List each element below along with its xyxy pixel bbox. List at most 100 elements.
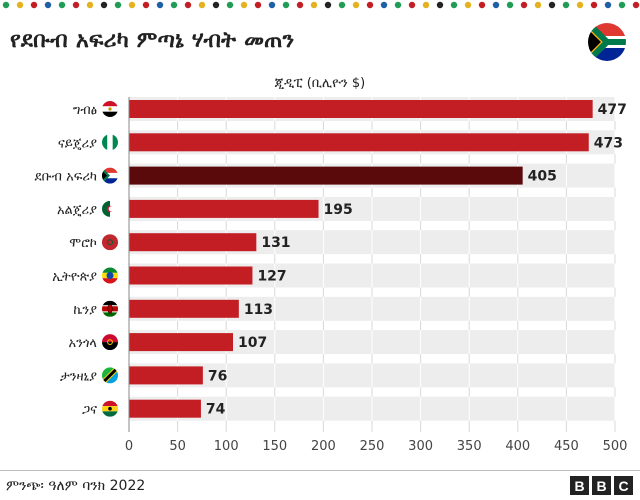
decorative-dot <box>58 1 66 9</box>
decorative-dot <box>324 1 332 9</box>
decorative-dot <box>534 1 542 9</box>
ethiopia-flag-icon <box>102 267 118 284</box>
decorative-dot <box>282 1 290 9</box>
decorative-dot <box>30 1 38 9</box>
tanzania-flag-icon <box>102 367 118 384</box>
decorative-dot <box>296 1 304 9</box>
x-tick-label: 450 <box>554 439 579 454</box>
decorative-dot <box>464 1 472 9</box>
bar <box>129 366 203 385</box>
decorative-dot <box>170 1 178 9</box>
bar-chart: ጂዲፒ (ቢሊዮን $) 477 ግብፅ 473 ናይጄሪያ 405 ደቡብ አፍሪካ 195… <box>35 76 628 454</box>
algeria-flag-icon <box>102 200 118 217</box>
bar-value-label: 473 <box>594 135 623 151</box>
x-tick-label: 300 <box>408 439 433 454</box>
decorative-dot <box>506 1 514 9</box>
bar-value-label: 107 <box>238 335 267 351</box>
decorative-dot-strip <box>2 1 640 9</box>
decorative-dot <box>198 1 206 9</box>
decorative-dot <box>142 1 150 9</box>
decorative-dot <box>114 1 122 9</box>
decorative-dot <box>240 1 248 9</box>
bar <box>129 299 239 318</box>
source-note: ምንጭ፡ ዓለም ባንክ 2022 <box>6 478 146 494</box>
decorative-dot <box>268 1 276 9</box>
bar-value-label: 131 <box>261 235 290 251</box>
x-tick-label: 50 <box>169 439 186 454</box>
kenya-flag-icon <box>102 300 118 317</box>
category-label: ግብፅ <box>73 103 97 118</box>
decorative-dot <box>450 1 458 9</box>
decorative-dot <box>380 1 388 9</box>
decorative-dot <box>44 1 52 9</box>
x-tick-label: 350 <box>457 439 482 454</box>
nigeria-flag-icon <box>102 134 118 151</box>
morocco-flag-icon <box>102 234 118 251</box>
page-title: የደቡብ አፍሪካ ምጣኔ ሃብት መጠን <box>10 28 295 53</box>
category-label: አልጄሪያ <box>57 203 97 218</box>
bar <box>129 199 319 218</box>
category-label: አንጎላ <box>69 336 98 351</box>
category-label: ሞሮኮ <box>69 236 97 251</box>
category-label: ደቡብ አፍሪካ <box>35 170 97 185</box>
decorative-dot <box>352 1 360 9</box>
category-label: ናይጄሪያ <box>58 136 97 151</box>
decorative-dot <box>2 1 10 9</box>
bar-value-label: 405 <box>528 169 557 185</box>
footer-divider <box>0 470 640 471</box>
x-tick-label: 150 <box>262 439 287 454</box>
bar-value-label: 127 <box>257 269 286 285</box>
decorative-dot <box>394 1 402 9</box>
bar-value-label: 113 <box>244 302 273 318</box>
decorative-dot <box>422 1 430 9</box>
decorative-dot <box>100 1 108 9</box>
x-tick-label: 100 <box>214 439 239 454</box>
decorative-dot <box>632 1 640 9</box>
bar-value-label: 76 <box>208 368 227 384</box>
category-label: ታንዛኒያ <box>60 369 97 384</box>
bar <box>129 333 234 352</box>
decorative-dot <box>212 1 220 9</box>
decorative-dot <box>590 1 598 9</box>
bbc-logo-block: C <box>614 476 633 495</box>
decorative-dot <box>184 1 192 9</box>
category-label: ኬንያ <box>73 303 97 318</box>
decorative-dot <box>492 1 500 9</box>
decorative-dot <box>548 1 556 9</box>
decorative-dot <box>156 1 164 9</box>
bar <box>129 166 523 185</box>
south-africa-flag-icon <box>102 167 118 184</box>
egypt-flag-icon <box>102 101 118 117</box>
decorative-dot <box>310 1 318 9</box>
decorative-dot <box>366 1 374 9</box>
x-tick-label: 0 <box>125 439 133 454</box>
decorative-dot <box>86 1 94 9</box>
angola-flag-icon <box>102 334 118 351</box>
decorative-dot <box>562 1 570 9</box>
decorative-dot <box>338 1 346 9</box>
bbc-logo: B B C <box>570 476 633 495</box>
decorative-dot <box>408 1 416 9</box>
x-tick-label: 400 <box>505 439 530 454</box>
category-label: ጋና <box>82 403 97 418</box>
bbc-logo-block: B <box>592 476 611 495</box>
bar <box>129 233 257 252</box>
decorative-dot <box>16 1 24 9</box>
bar-value-label: 195 <box>324 202 353 218</box>
decorative-dot <box>478 1 486 9</box>
decorative-dot <box>604 1 612 9</box>
bar-value-label: 74 <box>206 402 226 418</box>
x-tick-label: 250 <box>360 439 385 454</box>
decorative-dot <box>576 1 584 9</box>
decorative-dot <box>618 1 626 9</box>
decorative-dot <box>226 1 234 9</box>
bbc-logo-block: B <box>570 476 589 495</box>
x-tick-label: 500 <box>603 439 628 454</box>
chart-subtitle: ጂዲፒ (ቢሊዮን $) <box>275 76 365 91</box>
decorative-dot <box>520 1 528 9</box>
south-africa-flag-icon <box>588 23 626 61</box>
bar <box>129 399 201 418</box>
category-label: ኢትዮጵያ <box>52 270 97 285</box>
decorative-dot <box>436 1 444 9</box>
bar-value-label: 477 <box>598 102 627 118</box>
